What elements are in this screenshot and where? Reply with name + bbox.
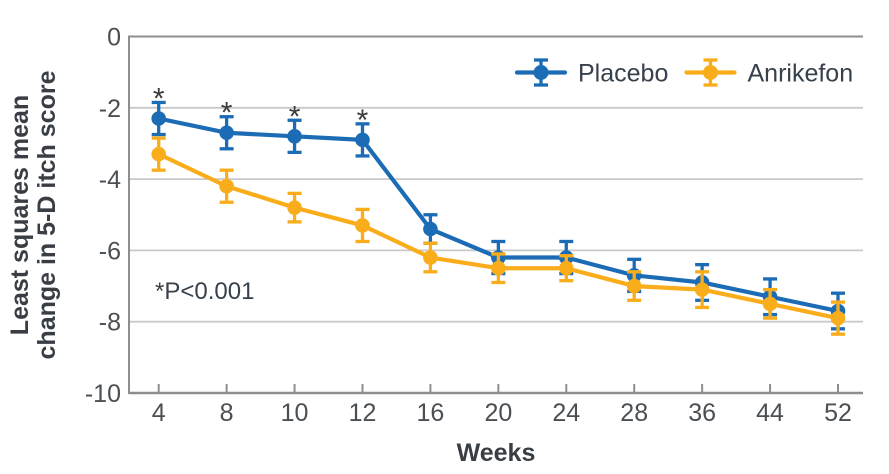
- data-point-marker: [558, 260, 574, 276]
- y-tick-label: -6: [99, 237, 121, 265]
- data-point-marker: [626, 278, 642, 294]
- data-point-marker: [287, 200, 302, 215]
- data-point-marker: [355, 218, 370, 233]
- gridlines-layer: [129, 106, 863, 323]
- series-anrikefon: [151, 136, 846, 336]
- legend: Placebo Anrikefon: [514, 58, 854, 88]
- axes-layer: 4 8 10 12 16 20 24 28 36 44 52 0 -2 -4 -6 -8 -10: [85, 24, 863, 427]
- legend-label-anrikefon: Anrikefon: [748, 60, 854, 88]
- x-tick-label: 20: [484, 399, 512, 427]
- pvalue-annotation: *P<0.001: [155, 278, 254, 305]
- significance-asterisk: *: [289, 100, 301, 133]
- data-point-marker: [151, 111, 166, 126]
- y-axis-title-line2: change in 5-D itch score: [33, 70, 61, 359]
- y-tick-label: -4: [99, 166, 121, 194]
- y-tick-label: -10: [85, 380, 121, 408]
- y-tick-label: -8: [99, 309, 121, 337]
- x-tick-label: 16: [417, 399, 445, 427]
- legend-point-marker: [703, 65, 718, 80]
- y-tick-label: -2: [99, 95, 121, 123]
- significance-asterisk: *: [153, 82, 165, 115]
- x-tick-label: 36: [688, 399, 716, 427]
- significance-asterisk: *: [357, 104, 369, 137]
- x-tick-label: 10: [281, 399, 309, 427]
- significance-layer: * * * *: [153, 82, 369, 136]
- data-point-marker: [151, 146, 166, 162]
- data-point-marker: [830, 310, 846, 326]
- x-tick-label: 28: [620, 399, 648, 427]
- x-tick-label: 24: [552, 399, 580, 427]
- data-point-marker: [694, 282, 710, 297]
- x-tick-label: 8: [220, 399, 234, 427]
- legend-point-marker: [533, 65, 549, 80]
- data-point-marker: [423, 221, 438, 237]
- data-point-marker: [219, 125, 234, 141]
- x-axis-title: Weeks: [457, 439, 536, 467]
- data-point-marker: [355, 132, 370, 148]
- series-placebo: [151, 100, 846, 331]
- y-tick-label: 0: [107, 24, 121, 52]
- significance-asterisk: *: [221, 97, 233, 130]
- legend-marker-anrikefon: [684, 58, 737, 87]
- x-tick-label: 44: [756, 399, 784, 427]
- data-point-marker: [287, 129, 302, 144]
- legend-marker-placebo: [514, 58, 568, 87]
- data-point-marker: [491, 260, 506, 276]
- x-tick-label: 12: [349, 399, 377, 427]
- legend-label-placebo: Placebo: [578, 60, 668, 88]
- y-axis-title-line1: Least squares mean: [6, 95, 34, 335]
- data-point-marker: [219, 178, 234, 194]
- x-tick-label: 52: [824, 399, 852, 427]
- data-point-marker: [423, 250, 438, 265]
- series-layer: [151, 100, 846, 336]
- x-tick-label: 4: [152, 399, 166, 427]
- data-point-marker: [762, 296, 778, 312]
